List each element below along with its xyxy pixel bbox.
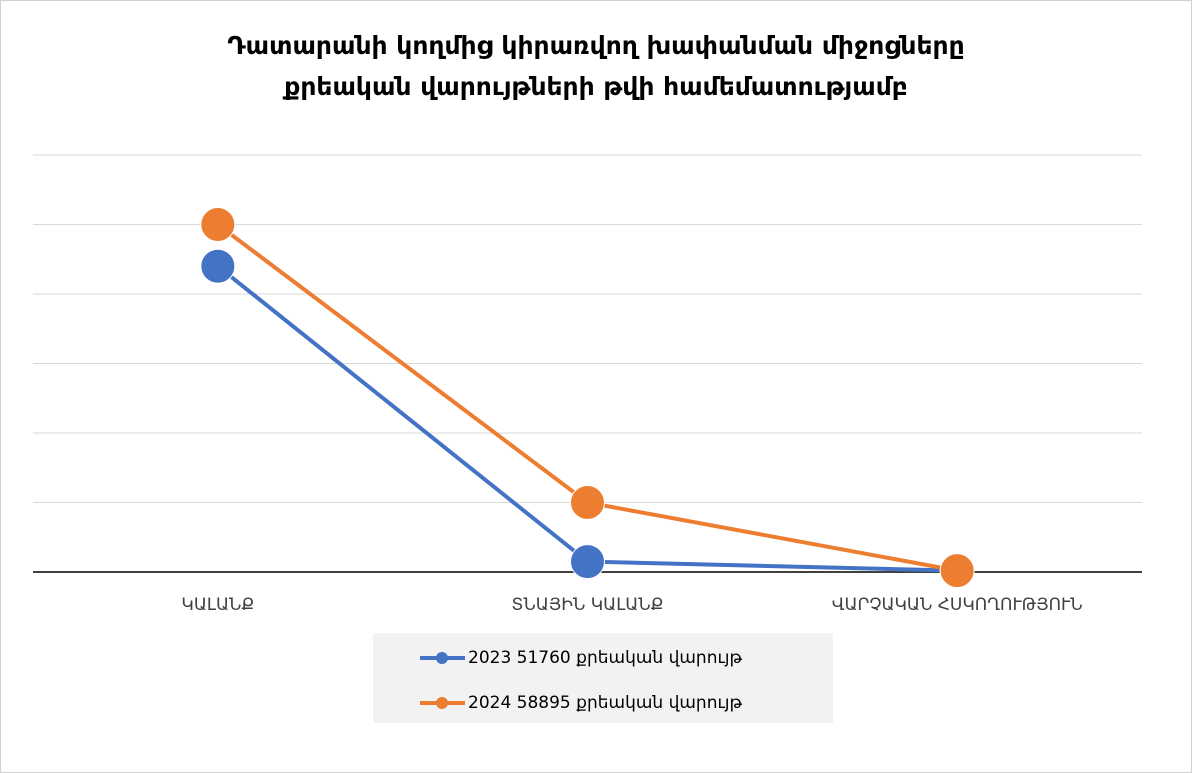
x-tick-label: ՏՆԱՅԻՆ ԿԱԼԱՆՔ <box>511 595 663 615</box>
chart-title: Դատարանի կողմից կիրառվող խափանման միջոցն… <box>227 31 964 60</box>
legend-marker <box>436 652 448 664</box>
marker <box>570 544 605 580</box>
x-tick-label: ՎԱՐՉԱԿԱՆ ՀՍԿՈՂՈՒԹՅՈՒՆ <box>832 595 1083 615</box>
marker <box>939 553 975 589</box>
marker <box>570 485 605 520</box>
marker <box>200 207 236 242</box>
legend-label: 2023 51760 քրեական վարույթ <box>468 648 742 668</box>
legend-label: 2024 58895 քրեական վարույթ <box>468 693 742 713</box>
legend-marker <box>436 697 448 709</box>
marker <box>200 248 236 284</box>
legend-box <box>373 633 833 723</box>
x-tick-label: ԿԱԼԱՆՔ <box>181 595 254 615</box>
chart-title: քրեական վարույթների թվի համեմատությամբ <box>282 72 908 101</box>
